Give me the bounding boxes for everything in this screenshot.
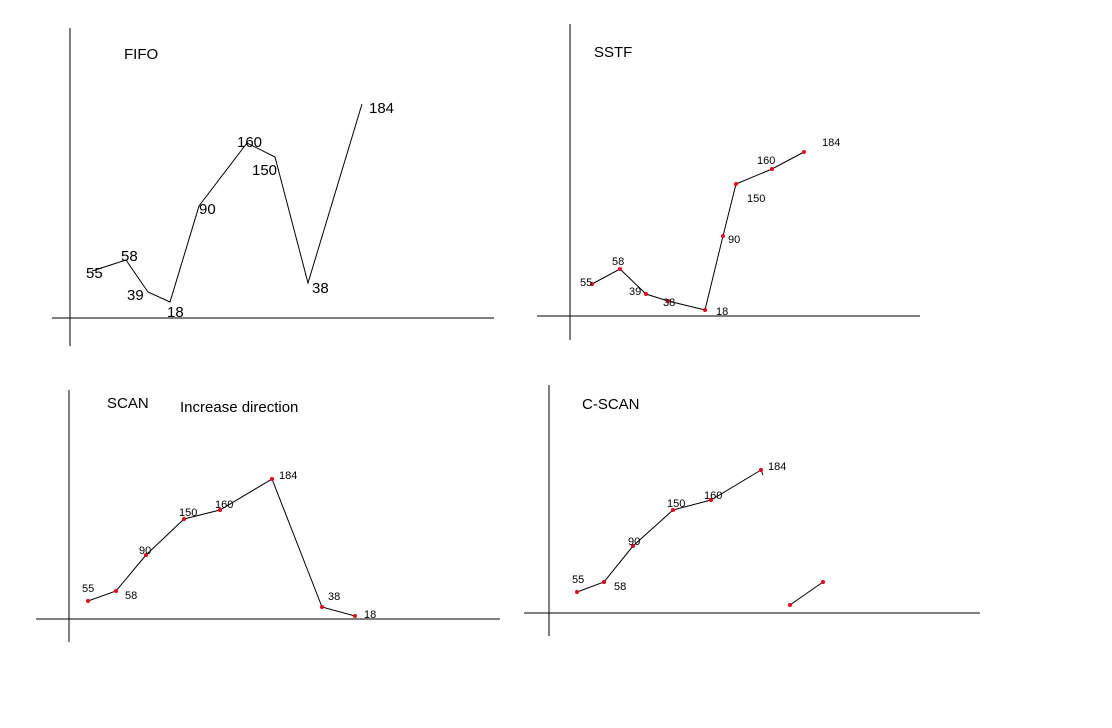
scan-point: [353, 614, 357, 618]
fifo-label-55: 55: [86, 265, 103, 282]
sstf-point: [770, 167, 774, 171]
cscan-label-160: 160: [704, 490, 722, 502]
scan-panel: SCAN Increase direction 55 58 90 150 160…: [36, 390, 500, 642]
sstf-title: SSTF: [594, 44, 632, 61]
sstf-label-184: 184: [822, 137, 840, 149]
cscan-point: [671, 508, 675, 512]
fifo-label-18: 18: [167, 304, 184, 321]
cscan-label-184: 184: [768, 461, 786, 473]
scan-path: [87, 478, 356, 617]
sstf-point: [721, 234, 725, 238]
fifo-label-150: 150: [252, 162, 277, 179]
cscan-point: [709, 498, 713, 502]
scan-label-18: 18: [364, 609, 376, 621]
scan-label-150: 150: [179, 507, 197, 519]
scan-label-58: 58: [125, 590, 137, 602]
scan-point: [86, 599, 90, 603]
cscan-panel: C-SCAN 55 58 90 150 160 184: [524, 385, 980, 636]
sstf-point: [590, 282, 594, 286]
fifo-panel: FIFO 55 58 39 18 90 160 150 38 184: [52, 28, 494, 346]
sstf-label-90: 90: [728, 234, 740, 246]
scan-point: [144, 553, 148, 557]
cscan-label-150: 150: [667, 498, 685, 510]
sstf-path: [591, 151, 805, 311]
cscan-wrap-segment: [789, 581, 824, 606]
cscan-label-55: 55: [572, 574, 584, 586]
fifo-path: [91, 103, 363, 303]
fifo-title: FIFO: [124, 46, 158, 63]
cscan-point: [631, 544, 635, 548]
fifo-label-160: 160: [237, 134, 262, 151]
scan-title: SCAN: [107, 395, 149, 412]
sstf-point: [666, 299, 670, 303]
sstf-point: [734, 182, 738, 186]
cscan-label-58: 58: [614, 581, 626, 593]
scan-point: [270, 477, 274, 481]
fifo-label-38: 38: [312, 280, 329, 297]
scan-label-184: 184: [279, 470, 297, 482]
scan-label-38: 38: [328, 591, 340, 603]
cscan-point: [602, 580, 606, 584]
scan-point: [182, 517, 186, 521]
fifo-label-58: 58: [121, 248, 138, 265]
scan-label-90: 90: [139, 545, 151, 557]
cscan-point: [575, 590, 579, 594]
fifo-label-90: 90: [199, 201, 216, 218]
scan-point: [320, 605, 324, 609]
scan-subtitle: Increase direction: [180, 399, 298, 416]
cscan-point: [788, 603, 792, 607]
sstf-label-39: 39: [629, 286, 641, 298]
sstf-label-58: 58: [612, 256, 624, 268]
cscan-label-90: 90: [628, 536, 640, 548]
fifo-label-184: 184: [369, 100, 394, 117]
cscan-title: C-SCAN: [582, 396, 640, 413]
sstf-point: [802, 150, 806, 154]
cscan-path: [576, 469, 762, 593]
sstf-label-55: 55: [580, 277, 592, 289]
sstf-panel: SSTF 55 58 39 38 18 90 150 160 184: [537, 24, 920, 340]
scan-point: [218, 508, 222, 512]
sstf-point: [703, 308, 707, 312]
sstf-label-160: 160: [757, 155, 775, 167]
scan-point: [114, 589, 118, 593]
sstf-point: [618, 267, 622, 271]
cscan-point: [759, 468, 763, 472]
scan-label-160: 160: [215, 499, 233, 511]
sstf-label-150: 150: [747, 193, 765, 205]
fifo-label-39: 39: [127, 287, 144, 304]
scan-label-55: 55: [82, 583, 94, 595]
sstf-label-18: 18: [716, 306, 728, 318]
sstf-label-38: 38: [663, 297, 675, 309]
sstf-point: [644, 292, 648, 296]
cscan-point: [821, 580, 825, 584]
